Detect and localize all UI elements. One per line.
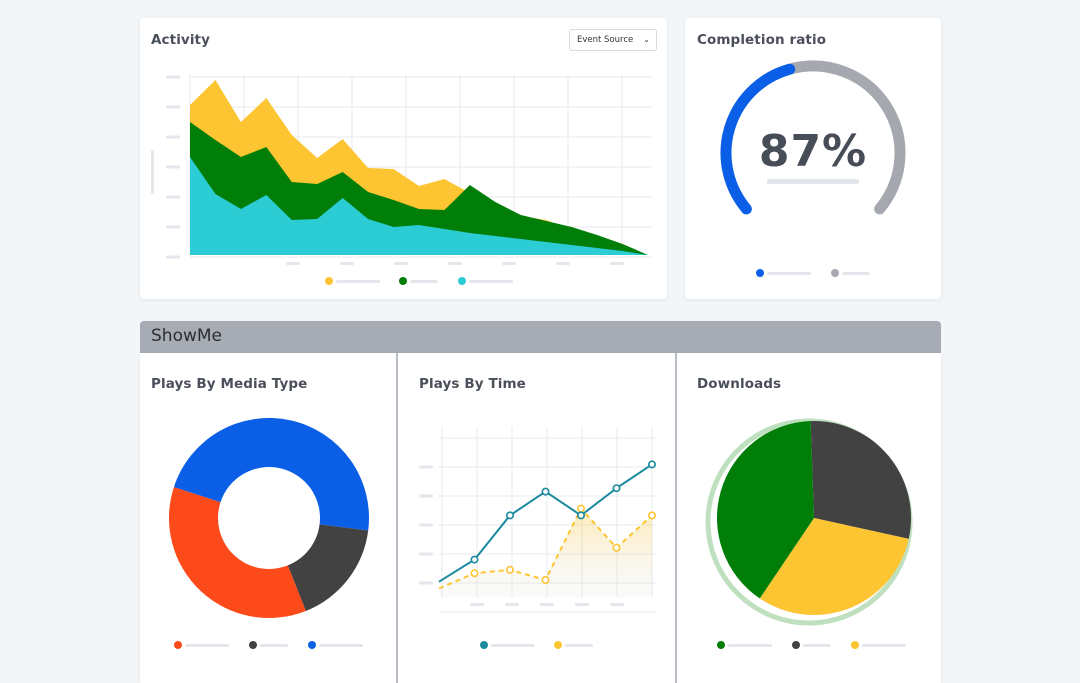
activity-title: Activity — [151, 32, 211, 48]
legend-dot-yellow — [325, 277, 333, 285]
line-point — [505, 511, 514, 520]
line-point — [505, 565, 514, 574]
legend-label-placeholder — [491, 644, 535, 647]
completion-value: 87% — [758, 126, 868, 177]
completion-title: Completion ratio — [697, 32, 827, 48]
chevron-down-icon: ⌄ — [643, 35, 650, 44]
x-tick-label — [394, 262, 408, 265]
area-series — [190, 157, 648, 255]
y-tick-label — [166, 165, 180, 169]
line-point — [647, 511, 656, 520]
line-point — [647, 460, 656, 469]
legend-dot-gray — [831, 269, 839, 277]
activity-chart — [151, 75, 652, 265]
legend-dot-green — [399, 277, 407, 285]
legend-dot-dark — [792, 641, 800, 649]
legend-dot-blue — [756, 269, 764, 277]
downloads-slice — [810, 421, 911, 539]
y-tick-label — [419, 494, 433, 498]
line-point — [541, 576, 550, 585]
x-tick-label — [286, 262, 300, 265]
legend-label-placeholder — [319, 644, 363, 647]
legend-label-placeholder — [803, 644, 831, 647]
media-type-slice — [287, 524, 369, 611]
legend-label-placeholder — [260, 644, 288, 647]
y-tick-label — [166, 225, 180, 229]
panel-divider — [675, 353, 677, 683]
y-axis-label — [151, 150, 154, 194]
line-point — [541, 487, 550, 496]
activity-card: Activity Event Source ⌄ — [140, 18, 667, 299]
y-tick-label — [166, 255, 180, 259]
x-tick-label — [540, 603, 554, 606]
section-title: ShowMe — [151, 326, 222, 346]
line-point — [576, 511, 585, 520]
legend-label-placeholder — [185, 644, 229, 647]
completion-gauge — [720, 60, 906, 215]
y-tick-label — [419, 581, 433, 585]
panel-divider — [396, 353, 398, 683]
y-tick-label — [419, 465, 433, 469]
line-point — [612, 543, 621, 552]
legend-dot-dark — [249, 641, 257, 649]
showme-charts — [169, 417, 913, 626]
x-tick-label — [610, 603, 624, 606]
showme-panel: Plays By Media Type Plays By Time Downlo… — [140, 353, 941, 683]
x-tick-label — [575, 603, 589, 606]
x-tick-label — [505, 603, 519, 606]
x-tick-label — [470, 603, 484, 606]
line-point — [612, 484, 621, 493]
legend-dot-green — [717, 641, 725, 649]
media-type-slice — [169, 487, 306, 618]
legend-label-placeholder — [842, 272, 870, 275]
line-area-fill — [439, 508, 652, 597]
downloads-slice — [717, 421, 814, 599]
plays-media-title: Plays By Media Type — [151, 376, 308, 392]
legend-dot-teal — [480, 641, 488, 649]
legend-dot-yellow — [554, 641, 562, 649]
completion-card: Completion ratio 87% — [685, 18, 941, 299]
y-tick-label — [419, 552, 433, 556]
downloads-title: Downloads — [697, 376, 782, 392]
y-tick-label — [166, 105, 180, 109]
media-type-slice — [173, 417, 369, 531]
legend-dot-blue — [308, 641, 316, 649]
line-point — [470, 555, 479, 564]
gauge-underline — [767, 179, 859, 184]
gauge-remaining-arc — [784, 60, 906, 215]
y-tick-label — [419, 523, 433, 527]
x-tick-label — [556, 262, 570, 265]
legend-label-placeholder — [565, 644, 593, 647]
line-point — [470, 569, 479, 578]
legend-label-placeholder — [767, 272, 811, 275]
x-tick-label — [610, 262, 624, 265]
line-point — [576, 504, 585, 513]
x-tick-label — [502, 262, 516, 265]
downloads-slice — [759, 518, 909, 615]
gauge-value-arc — [720, 63, 796, 215]
y-tick-label — [166, 135, 180, 139]
x-tick-label — [448, 262, 462, 265]
x-tick-label — [340, 262, 354, 265]
legend-label-placeholder — [469, 280, 513, 283]
legend-label-placeholder — [410, 280, 438, 283]
legend-dot-yellow — [851, 641, 859, 649]
section-header: ShowMe — [140, 321, 941, 353]
legend-label-placeholder — [336, 280, 380, 283]
legend-label-placeholder — [728, 644, 772, 647]
legend-label-placeholder — [862, 644, 906, 647]
plays-time-title: Plays By Time — [419, 376, 526, 392]
event-source-label: Event Source — [577, 35, 634, 45]
legend-dot-orange — [174, 641, 182, 649]
y-tick-label — [166, 195, 180, 199]
y-tick-label — [166, 75, 180, 79]
legend-dot-cyan — [458, 277, 466, 285]
event-source-dropdown[interactable]: Event Source ⌄ — [569, 29, 657, 51]
